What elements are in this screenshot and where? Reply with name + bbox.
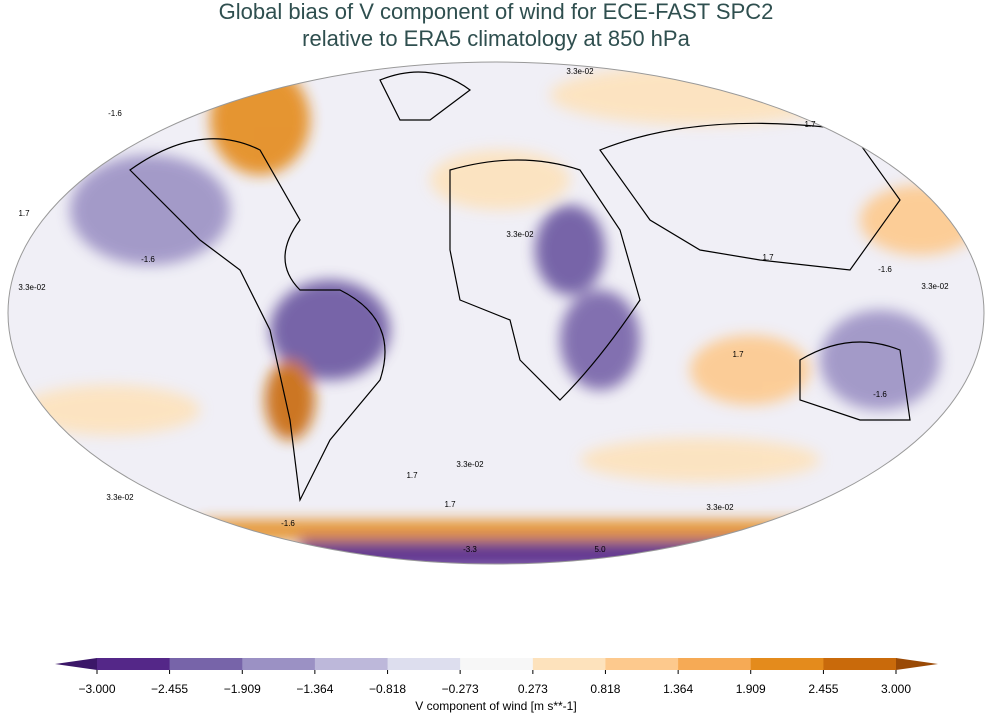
contour-label: 3.3e-02 xyxy=(706,503,734,512)
contour-label: 3.3e-02 xyxy=(18,283,46,292)
contour-label: 5.0 xyxy=(594,545,606,554)
colorbar-tick-label: 1.364 xyxy=(663,682,693,696)
contour-label: 1.7 xyxy=(762,253,774,262)
colorbar-tick-label: 1.909 xyxy=(736,682,766,696)
contour-label: 1.7 xyxy=(444,500,456,509)
colorbar-segment xyxy=(605,658,679,670)
contour-label: -1.6 xyxy=(108,109,122,118)
contour-label: 3.3e-02 xyxy=(566,67,594,76)
contour-label: 1.7 xyxy=(804,120,816,129)
contour-labels: 3.3e-02 -1.6 1.7 3.3e-02 -1.6 1.7 3.3e-02 1.7 -1… xyxy=(18,67,949,554)
contour-label: -1.6 xyxy=(873,390,887,399)
contour-label: 3.3e-02 xyxy=(921,282,949,291)
colorbar-tick-label: −1.909 xyxy=(224,682,261,696)
title-line: relative to ERA5 climatology at 850 hPa xyxy=(302,26,690,51)
colorbar-extend-high xyxy=(896,658,938,670)
map xyxy=(8,62,984,564)
colorbar-segment xyxy=(750,658,824,670)
colorbar-tick-label: 3.000 xyxy=(881,682,911,696)
title-line: Global bias of V component of wind for E… xyxy=(219,0,774,24)
contour-label: -3.3 xyxy=(463,545,477,554)
colorbar-segment xyxy=(242,658,316,670)
colorbar: −3.000 −2.455 −1.909 −1.364 −0.818 −0.273 0.27… xyxy=(55,658,938,713)
contour-label: 1.7 xyxy=(18,209,30,218)
colorbar-tick-label: −0.818 xyxy=(369,682,406,696)
colorbar-label: V component of wind [m s**-1] xyxy=(415,699,576,713)
colorbar-segment xyxy=(823,658,897,670)
colorbar-tick-label: −1.364 xyxy=(296,682,333,696)
contour-label: 1.7 xyxy=(406,471,418,480)
globe-outline xyxy=(7,61,985,565)
colorbar-segment xyxy=(678,658,752,670)
colorbar-tick-label: 0.273 xyxy=(518,682,548,696)
colorbar-tick-label: 0.818 xyxy=(590,682,620,696)
colorbar-segment xyxy=(97,658,171,670)
contour-label: 3.3e-02 xyxy=(456,460,484,469)
contour-label: 3.3e-02 xyxy=(506,230,534,239)
contour-label: 3.3e-02 xyxy=(106,493,134,502)
contour-label: -1.6 xyxy=(281,519,295,528)
colorbar-tick-label: 2.455 xyxy=(808,682,838,696)
colorbar-segment xyxy=(532,658,606,670)
colorbar-segment xyxy=(387,658,461,670)
colorbar-tick-label: −3.000 xyxy=(78,682,115,696)
contour-label: -1.6 xyxy=(141,255,155,264)
colorbar-segment xyxy=(460,658,534,670)
colorbar-tick-label: −2.455 xyxy=(151,682,188,696)
contour-label: -1.6 xyxy=(878,265,892,274)
colorbar-segment xyxy=(169,658,243,670)
contour-label: 1.7 xyxy=(732,350,744,359)
colorbar-extend-low xyxy=(55,658,97,670)
colorbar-tick-label: −0.273 xyxy=(442,682,479,696)
colorbar-segment xyxy=(314,658,389,670)
